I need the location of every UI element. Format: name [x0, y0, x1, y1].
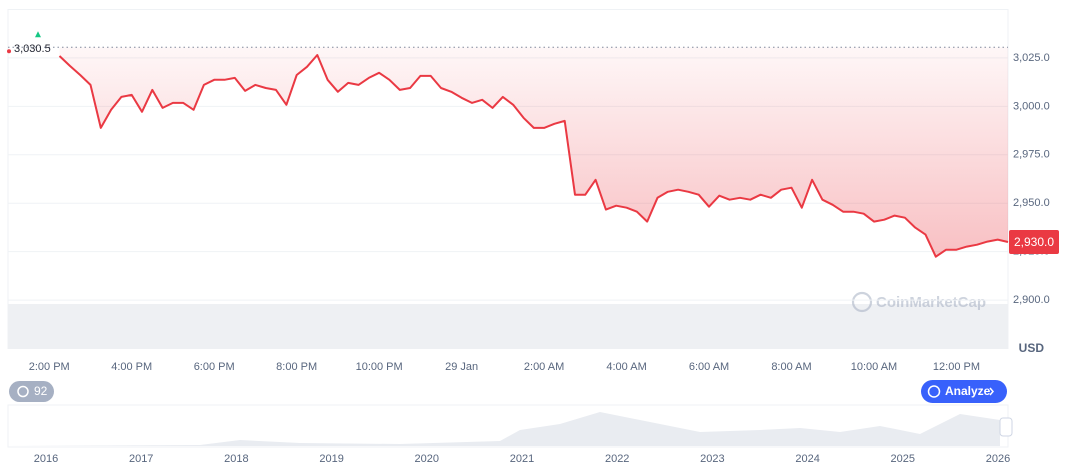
- y-tick-label: 3,025.0: [1013, 52, 1050, 64]
- price-area: [59, 47, 1008, 257]
- reference-dot: [7, 49, 11, 54]
- watermark: CoinMarketCap: [851, 291, 986, 313]
- navigator-label: 2018: [224, 453, 248, 465]
- navigator-label: 2021: [510, 453, 534, 465]
- analyze-text: Analyze: [945, 384, 991, 398]
- reference-arrow: [35, 31, 41, 38]
- navigator-label: 2023: [700, 453, 724, 465]
- x-tick-label: 10:00 AM: [851, 361, 897, 373]
- navigator-label: 2024: [795, 453, 819, 465]
- x-tick-label: 4:00 PM: [111, 361, 152, 373]
- y-tick-label: 3,000.0: [1013, 100, 1050, 112]
- reference-label: 3,030.5: [14, 43, 51, 55]
- navigator-label: 2016: [34, 453, 58, 465]
- x-tick-label: 6:00 PM: [194, 361, 235, 373]
- x-tick-label: 8:00 AM: [771, 361, 811, 373]
- unit-label: USD: [1019, 341, 1045, 355]
- x-tick-label: 29 Jan: [445, 361, 478, 373]
- navigator-handle[interactable]: [999, 417, 1013, 437]
- x-tick-label: 2:00 PM: [29, 361, 70, 373]
- analyze-icon: [927, 385, 941, 398]
- y-tick-label: 2,950.0: [1013, 197, 1050, 209]
- navigator-label: 2017: [129, 453, 153, 465]
- analyze-bg: [921, 380, 1007, 403]
- price-line: [58, 54, 1009, 258]
- analyze-chevron: [989, 387, 994, 396]
- analyze-button[interactable]: Analyze: [921, 380, 1007, 403]
- history-badge[interactable]: 92: [9, 381, 54, 402]
- navigator-label: 2020: [415, 453, 439, 465]
- x-tick-label: 8:00 PM: [276, 361, 317, 373]
- navigator-label: 2026: [986, 453, 1010, 465]
- x-tick-label: 6:00 AM: [689, 361, 729, 373]
- y-tick-label: 2,975.0: [1013, 149, 1050, 161]
- badge-text: 92: [34, 384, 48, 398]
- x-tick-label: 4:00 AM: [606, 361, 646, 373]
- x-tick-label: 12:00 PM: [933, 361, 980, 373]
- current-price-label: 2,930.0: [1014, 235, 1054, 249]
- x-tick-label: 2:00 AM: [524, 361, 564, 373]
- x-tick-label: 10:00 PM: [356, 361, 403, 373]
- navigator-label: 2025: [891, 453, 915, 465]
- navigator-area: [8, 412, 1000, 446]
- current-price-box: [1009, 229, 1059, 254]
- navigator-label: 2019: [319, 453, 343, 465]
- watermark-text: CoinMarketCap: [876, 294, 986, 311]
- badge-icon: [17, 385, 29, 398]
- navigator-label: 2022: [605, 453, 629, 465]
- volume-area: [8, 304, 1008, 349]
- y-tick-label: 2,900.0: [1013, 294, 1050, 306]
- badge-bg: [9, 381, 54, 402]
